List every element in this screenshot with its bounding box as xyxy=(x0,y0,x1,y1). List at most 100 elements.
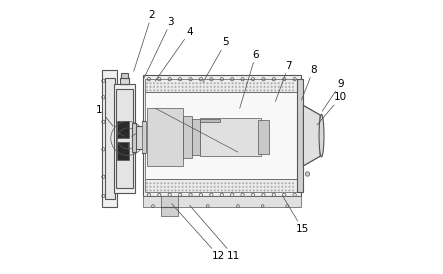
Circle shape xyxy=(146,86,148,88)
Circle shape xyxy=(196,82,198,84)
Circle shape xyxy=(153,82,155,84)
Bar xyxy=(183,116,192,158)
Circle shape xyxy=(242,82,244,84)
Bar xyxy=(135,126,146,149)
Circle shape xyxy=(203,86,205,88)
Circle shape xyxy=(278,190,280,191)
Circle shape xyxy=(203,82,205,84)
Circle shape xyxy=(192,86,194,88)
Circle shape xyxy=(182,82,183,84)
Circle shape xyxy=(221,186,222,188)
Circle shape xyxy=(264,86,265,88)
Circle shape xyxy=(218,182,219,184)
Circle shape xyxy=(150,82,152,84)
Circle shape xyxy=(178,182,180,184)
Circle shape xyxy=(218,82,219,84)
Circle shape xyxy=(221,82,222,84)
Circle shape xyxy=(292,182,294,184)
Circle shape xyxy=(171,186,173,188)
Bar xyxy=(258,120,269,154)
Circle shape xyxy=(150,182,152,184)
Bar xyxy=(117,121,129,138)
Circle shape xyxy=(235,90,237,91)
Circle shape xyxy=(207,190,208,191)
Bar xyxy=(102,70,117,207)
Circle shape xyxy=(246,186,248,188)
Circle shape xyxy=(289,186,290,188)
Bar xyxy=(121,73,128,78)
Text: 7: 7 xyxy=(276,61,292,101)
Circle shape xyxy=(189,90,190,91)
Circle shape xyxy=(253,82,255,84)
Circle shape xyxy=(271,190,272,191)
Text: 4: 4 xyxy=(155,27,193,81)
Circle shape xyxy=(178,90,180,91)
Circle shape xyxy=(232,82,233,84)
Circle shape xyxy=(207,182,208,184)
Circle shape xyxy=(175,186,176,188)
Circle shape xyxy=(203,190,205,191)
Circle shape xyxy=(260,82,262,84)
Circle shape xyxy=(192,182,194,184)
Circle shape xyxy=(171,190,173,191)
Circle shape xyxy=(271,86,272,88)
Bar xyxy=(297,79,303,192)
Circle shape xyxy=(146,186,148,188)
Circle shape xyxy=(267,82,269,84)
Circle shape xyxy=(164,86,166,88)
Bar xyxy=(117,142,129,160)
Circle shape xyxy=(289,190,290,191)
Circle shape xyxy=(239,82,241,84)
Circle shape xyxy=(167,90,169,91)
Circle shape xyxy=(228,190,230,191)
Text: 9: 9 xyxy=(322,79,344,111)
Circle shape xyxy=(178,186,180,188)
Circle shape xyxy=(157,182,159,184)
Circle shape xyxy=(218,186,219,188)
Bar xyxy=(161,196,178,216)
Circle shape xyxy=(292,90,294,91)
Circle shape xyxy=(232,182,233,184)
Circle shape xyxy=(242,182,244,184)
Circle shape xyxy=(281,90,283,91)
Circle shape xyxy=(164,90,166,91)
Circle shape xyxy=(221,86,222,88)
Circle shape xyxy=(164,186,166,188)
Circle shape xyxy=(281,86,283,88)
Circle shape xyxy=(278,186,280,188)
Circle shape xyxy=(260,190,262,191)
Circle shape xyxy=(281,182,283,184)
Circle shape xyxy=(157,186,159,188)
Circle shape xyxy=(228,182,230,184)
Circle shape xyxy=(281,190,283,191)
Circle shape xyxy=(274,186,276,188)
Circle shape xyxy=(171,90,173,91)
Circle shape xyxy=(281,186,283,188)
Circle shape xyxy=(246,190,248,191)
Circle shape xyxy=(256,186,258,188)
Circle shape xyxy=(274,90,276,91)
Circle shape xyxy=(167,190,169,191)
Circle shape xyxy=(256,190,258,191)
Circle shape xyxy=(253,190,255,191)
Circle shape xyxy=(228,82,230,84)
Circle shape xyxy=(235,182,237,184)
Circle shape xyxy=(185,182,187,184)
Circle shape xyxy=(175,182,176,184)
Text: 11: 11 xyxy=(190,205,241,261)
Circle shape xyxy=(189,182,190,184)
Bar xyxy=(105,78,115,199)
Circle shape xyxy=(253,182,255,184)
Circle shape xyxy=(157,190,159,191)
Circle shape xyxy=(285,82,287,84)
Circle shape xyxy=(192,90,194,91)
Circle shape xyxy=(235,86,237,88)
Circle shape xyxy=(157,86,159,88)
Circle shape xyxy=(264,190,265,191)
Circle shape xyxy=(160,86,162,88)
Circle shape xyxy=(171,86,173,88)
Circle shape xyxy=(249,190,251,191)
Circle shape xyxy=(267,90,269,91)
Circle shape xyxy=(200,90,201,91)
Circle shape xyxy=(185,82,187,84)
